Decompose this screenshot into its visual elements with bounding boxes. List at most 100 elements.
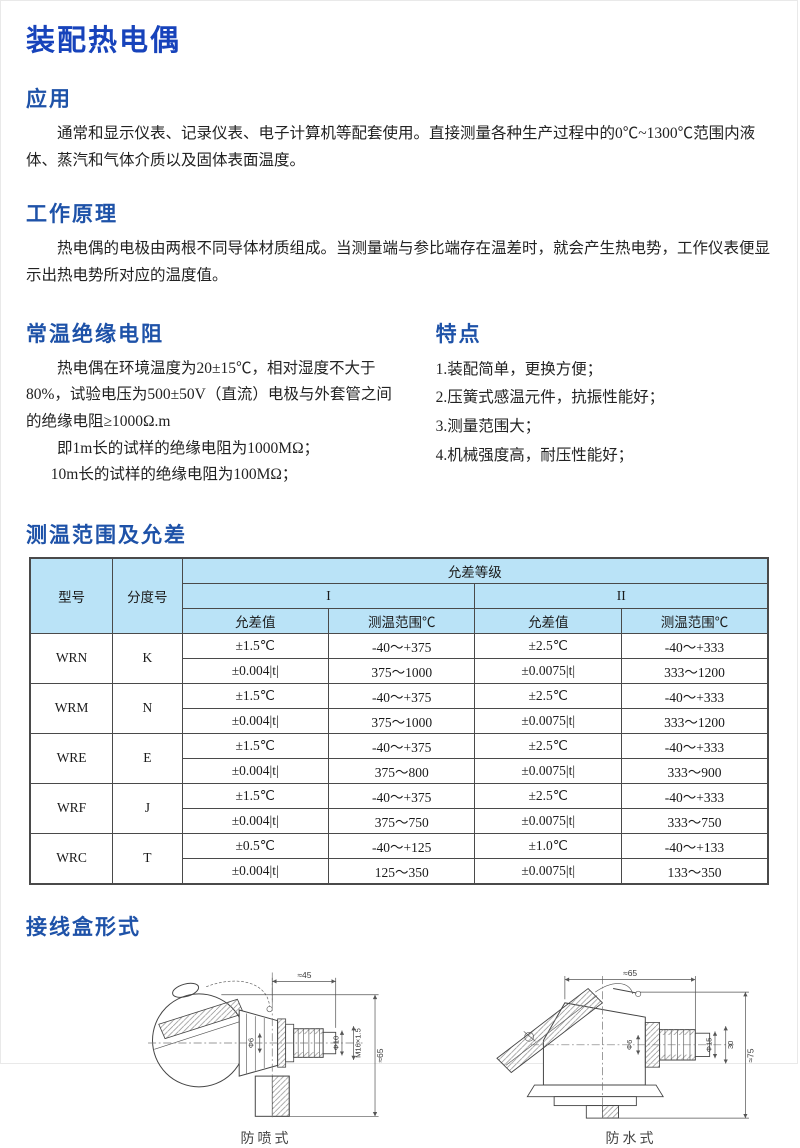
table-row: WRM N ±1.5℃ -40～+375 ±2.5℃ -40～+333 [29,682,769,734]
graduation-cell: T [112,832,183,885]
table-row: ±0.004|t| 375～1000 ±0.0075|t| 333～1200 [30,707,769,734]
heading-application: 应用 [26,88,72,111]
tolerance-cell: ±2.5℃ [474,632,622,659]
model-cell: WRC [29,832,114,885]
tolerance-cell: ±0.004|t| [181,707,329,734]
tolerance-cell: ±1.5℃ [181,632,329,659]
feature-item: 1.装配简单，更换方便； [435,360,603,378]
table-row: WRF J ±1.5℃ -40～+375 ±2.5℃ -40～+333 [29,782,769,834]
tolerance-cell: ±1.0℃ [474,832,622,859]
tolerance-cell: ±0.0075|t| [474,757,622,784]
insulation-line-10m: 10m长的试样的绝缘电阻为100MΩ； [50,466,298,484]
range-cell: 125～350 [327,857,476,885]
dim-label-neck: Φ10 [331,1036,340,1050]
col-header-temp-range: 测温范围℃ [327,607,476,634]
graduation-cell: K [112,632,183,684]
table-row: WRE E ±1.5℃ -40～+375 ±2.5℃ -40～+333 [29,732,769,784]
insulation-paragraph: 热电偶在环境温度为20±15℃，相对湿度不大于80%，试验电压为500±50V（… [26,359,392,430]
table-row: ±0.004|t| 375～750 ±0.0075|t| 333～750 [30,807,769,834]
col-header-model: 型号 [29,557,114,634]
col-header-tolerance-value: 允差值 [181,607,329,634]
model-cell: WRN [29,632,114,684]
dim-label-height: ≈65 [375,1048,385,1062]
principle-paragraph: 热电偶的电极由两根不同导体材质组成。当测量端与参比端存在温差时，就会产生热电势，… [26,240,771,284]
two-column-section: 常温绝缘电阻 热电偶在环境温度为20±15℃，相对湿度不大于80%，试验电压为5… [26,294,772,489]
tolerance-cell: ±0.0075|t| [474,657,622,684]
tolerance-cell: ±0.0075|t| [474,807,622,834]
range-cell: 375～1000 [327,657,476,684]
range-cell: -40～+375 [327,632,476,659]
range-cell: -40～+375 [327,732,476,759]
tolerance-cell: ±1.5℃ [181,732,329,759]
model-cell: WRM [29,682,114,734]
tolerance-cell: ±1.5℃ [181,782,329,809]
graduation-cell: J [112,782,183,834]
dim-label-height: ≈75 [745,1048,755,1062]
table-row: WRC T ±0.5℃ -40～+125 ±1.0℃ -40～+133 [29,832,769,885]
tolerance-cell: ±2.5℃ [474,732,622,759]
model-cell: WRE [29,732,114,784]
col-header-tolerance-grade: 允差等级 [181,557,769,584]
range-cell: -40～+333 [620,682,769,709]
tolerance-cell: ±0.0075|t| [474,857,622,885]
heading-principle: 工作原理 [26,203,118,227]
range-cell: 133～350 [620,857,769,885]
range-cell: 375～1000 [327,707,476,734]
tolerance-cell: ±0.004|t| [181,807,329,834]
range-cell: 333～750 [620,807,769,834]
col-header-grade-2: II [474,582,769,609]
tolerance-cell: ±2.5℃ [474,782,622,809]
dim-label-bore: Φ6 [246,1038,255,1048]
range-cell: -40～+333 [620,782,769,809]
page-title: 装配热电偶 [26,25,182,57]
heading-junction-box: 接线盒形式 [26,915,141,939]
range-cell: -40～+333 [620,632,769,659]
feature-item: 4.机械强度高，耐压性能好； [435,446,634,464]
splashproof-drawing: ≈45 ≈65 Φ6 Φ10 M16×1.5 [148,970,385,1119]
range-cell: 333～1200 [620,707,769,734]
feature-item: 3.测量范围大； [435,417,541,435]
col-header-grade-1: I [181,582,476,609]
range-cell: -40～+375 [327,782,476,809]
figure-splashproof: ≈45 ≈65 Φ6 Φ10 M16×1.5 防喷式 [111,951,421,1148]
dim-label-thread: M16×1.5 [354,1028,363,1058]
waterproof-drawing: ≈65 ≈75 Φ6 Φ15 30 [496,968,755,1119]
model-cell: WRF [29,782,114,834]
range-cell: -40～+333 [620,732,769,759]
range-cell: 375～750 [327,807,476,834]
insulation-column: 常温绝缘电阻 热电偶在环境温度为20±15℃，相对湿度不大于80%，试验电压为5… [26,294,406,489]
range-cell: -40～+133 [620,832,769,859]
figure-caption-splashproof: 防喷式 [240,1131,292,1147]
dim-label-neck: Φ15 [704,1037,713,1051]
tolerance-cell: ±0.004|t| [181,757,329,784]
table-row: ±0.004|t| 125～350 ±0.0075|t| 133～350 [30,857,769,885]
table-row: ±0.004|t| 375～800 ±0.0075|t| 333～900 [30,757,769,784]
figure-waterproof: ≈65 ≈75 Φ6 Φ15 30 防水式 [476,951,786,1148]
col-header-temp-range: 测温范围℃ [620,607,769,634]
heading-range-table: 测温范围及允差 [26,523,187,547]
insulation-line-1m: 即1m长的试样的绝缘电阻为1000MΩ； [57,439,320,457]
features-column: 特点 1.装配简单，更换方便； 2.压簧式感温元件，抗振性能好； 3.测量范围大… [436,294,772,489]
graduation-cell: E [112,732,183,784]
range-cell: 333～1200 [620,657,769,684]
range-cell: -40～+375 [327,682,476,709]
figure-caption-waterproof: 防水式 [605,1131,657,1147]
application-paragraph: 通常和显示仪表、记录仪表、电子计算机等配套使用。直接测量各种生产过程中的0℃~1… [26,125,756,169]
range-cell: 375～800 [327,757,476,784]
range-cell: 333～900 [620,757,769,784]
tolerance-cell: ±0.0075|t| [474,707,622,734]
col-header-graduation: 分度号 [112,557,183,634]
feature-item: 2.压簧式感温元件，抗振性能好； [435,389,665,407]
tolerance-cell: ±0.004|t| [181,857,329,885]
dim-label-hex: 30 [726,1041,735,1049]
tolerance-cell: ±0.5℃ [181,832,329,859]
col-header-tolerance-value: 允差值 [474,607,622,634]
table-row: WRN K ±1.5℃ -40～+375 ±2.5℃ -40～+333 [29,632,769,684]
tolerance-table: 型号 分度号 允差等级 I II 允差值 测温范围℃ 允差值 测温范围℃ WRN… [29,556,769,885]
dim-label-width: ≈65 [623,968,637,978]
heading-insulation: 常温绝缘电阻 [26,322,164,346]
heading-features: 特点 [435,322,482,346]
table-row: ±0.004|t| 375～1000 ±0.0075|t| 333～1200 [30,657,769,684]
tolerance-cell: ±2.5℃ [474,682,622,709]
